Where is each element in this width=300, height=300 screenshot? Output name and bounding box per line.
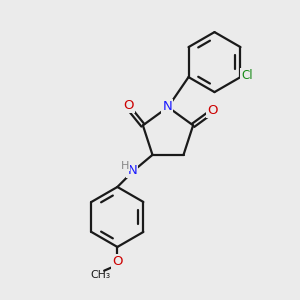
Text: N: N <box>163 100 172 113</box>
Text: H: H <box>121 161 130 171</box>
Text: O: O <box>207 104 217 117</box>
Text: O: O <box>112 255 123 268</box>
Text: N: N <box>128 164 137 177</box>
Text: O: O <box>124 99 134 112</box>
Text: CH₃: CH₃ <box>90 270 110 280</box>
Text: Cl: Cl <box>241 69 253 82</box>
